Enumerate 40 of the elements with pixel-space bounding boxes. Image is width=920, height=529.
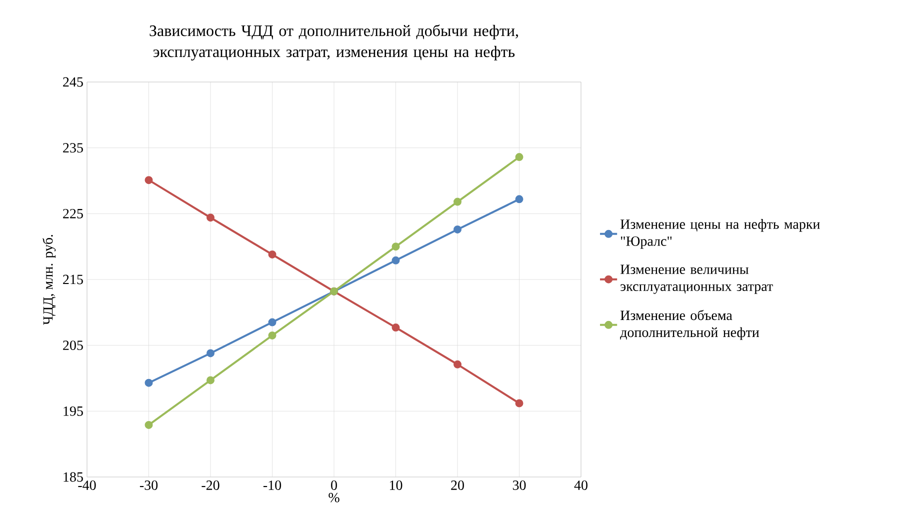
y-tick-label: 215 [63,274,83,284]
point [515,399,524,408]
x-tick-label: -20 [202,480,220,490]
point [392,324,400,332]
x-tick-label: 40 [574,480,588,490]
point [144,420,153,429]
y-tick-label: 235 [63,143,83,153]
point [454,225,462,234]
point [392,242,400,251]
point [144,378,153,387]
x-tick-label: 30 [512,480,526,490]
point [268,331,276,340]
x-tick-label: 10 [390,480,402,490]
point [268,318,276,326]
legend-label: Изменение величины эксплуатационных затрат [620,264,773,294]
point [515,195,524,204]
point [206,214,215,222]
x-tick-label: -40 [78,480,96,490]
y-tick-label: 195 [64,406,83,416]
point [268,250,276,258]
point [206,349,215,358]
legend-label: Изменение объема дополнительной нефти [620,310,760,340]
x-axis-title: % [328,492,340,502]
y-tick-label: 245 [63,77,83,87]
x-tick-label: -30 [140,480,158,490]
point [515,153,524,162]
point [454,198,462,206]
legend-label: Изменение цены на нефть марки "Юралс" [620,219,820,249]
point [206,376,215,384]
point [392,256,400,264]
chart-title: Зависимость ЧДД от дополнительной добычи нефти, эксплуатационных затрат, изменения цены на нефть [150,24,518,60]
y-tick-label: 205 [63,340,83,350]
y-tick-label: 225 [63,208,83,218]
y-axis-title: ЧДД, млн. руб. [42,234,56,325]
y-tick-label: 185 [64,472,83,482]
point [144,176,153,184]
x-tick-label: 0 [331,480,337,490]
x-tick-label: 20 [451,480,464,490]
point [454,360,462,368]
x-tick-label: -10 [263,480,282,490]
